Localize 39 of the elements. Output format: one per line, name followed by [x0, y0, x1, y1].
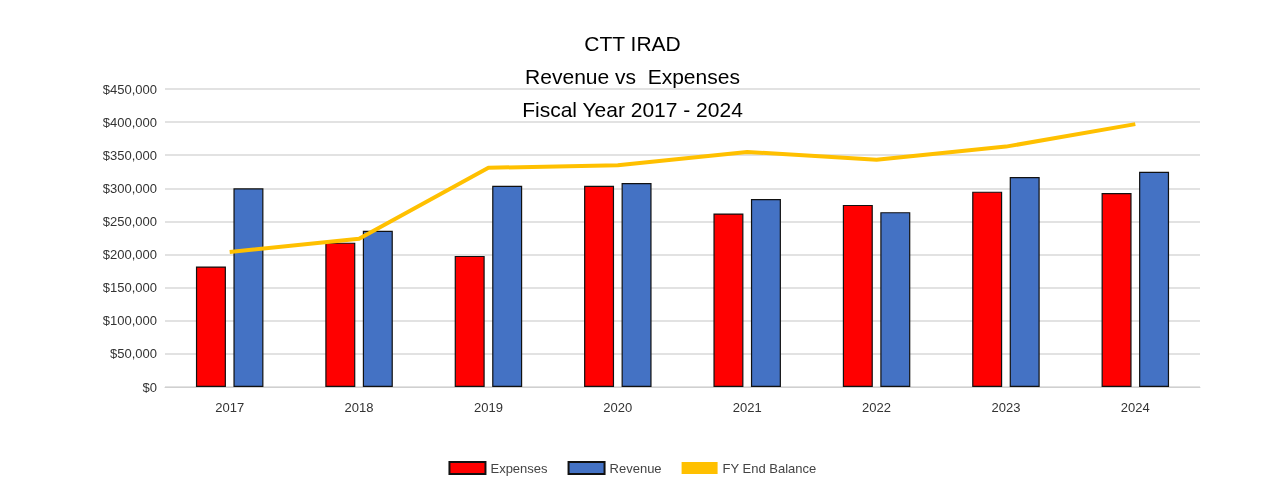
bar	[621, 183, 652, 387]
bar	[492, 185, 523, 387]
y-tick-label: $200,000	[102, 247, 157, 263]
bar	[1139, 171, 1170, 387]
x-tick-label: 2024	[1120, 400, 1150, 415]
bar	[584, 185, 615, 387]
bar	[842, 204, 873, 387]
bar	[1101, 192, 1132, 387]
legend-label: Expenses	[490, 460, 549, 476]
legend-label: Revenue	[609, 460, 662, 476]
y-tick-label: $50,000	[110, 346, 157, 362]
bar	[362, 230, 393, 387]
x-tick-label: 2019	[473, 400, 503, 415]
y-tick-label: $100,000	[102, 313, 157, 329]
y-tick-label: $350,000	[102, 147, 157, 163]
x-tick-label: 2017	[215, 400, 245, 415]
legend-label: FY End Balance	[722, 460, 817, 476]
x-tick-label: 2020	[603, 400, 633, 415]
bar	[195, 266, 226, 387]
x-tick-label: 2018	[344, 400, 374, 415]
y-tick-label: $0	[142, 379, 157, 395]
bar	[972, 191, 1003, 387]
y-tick-label: $150,000	[102, 280, 157, 296]
y-tick-label: $250,000	[102, 213, 157, 229]
bar	[454, 255, 485, 387]
x-tick-label: 2022	[862, 400, 892, 415]
chart-title: CTT IRAD Revenue vs Expenses Fiscal Year 2017 - 2024	[522, 32, 744, 121]
y-tick-label: $400,000	[102, 114, 157, 130]
line-series	[227, 122, 1138, 254]
x-tick-label: 2021	[732, 400, 762, 415]
bar	[1009, 177, 1040, 387]
y-tick-label: $450,000	[102, 81, 157, 97]
bar	[233, 188, 264, 387]
bar	[713, 213, 744, 387]
bar	[750, 198, 781, 387]
bar	[325, 242, 356, 387]
y-tick-label: $300,000	[102, 180, 157, 196]
x-tick-label: 2023	[991, 400, 1021, 415]
bar	[880, 212, 911, 387]
